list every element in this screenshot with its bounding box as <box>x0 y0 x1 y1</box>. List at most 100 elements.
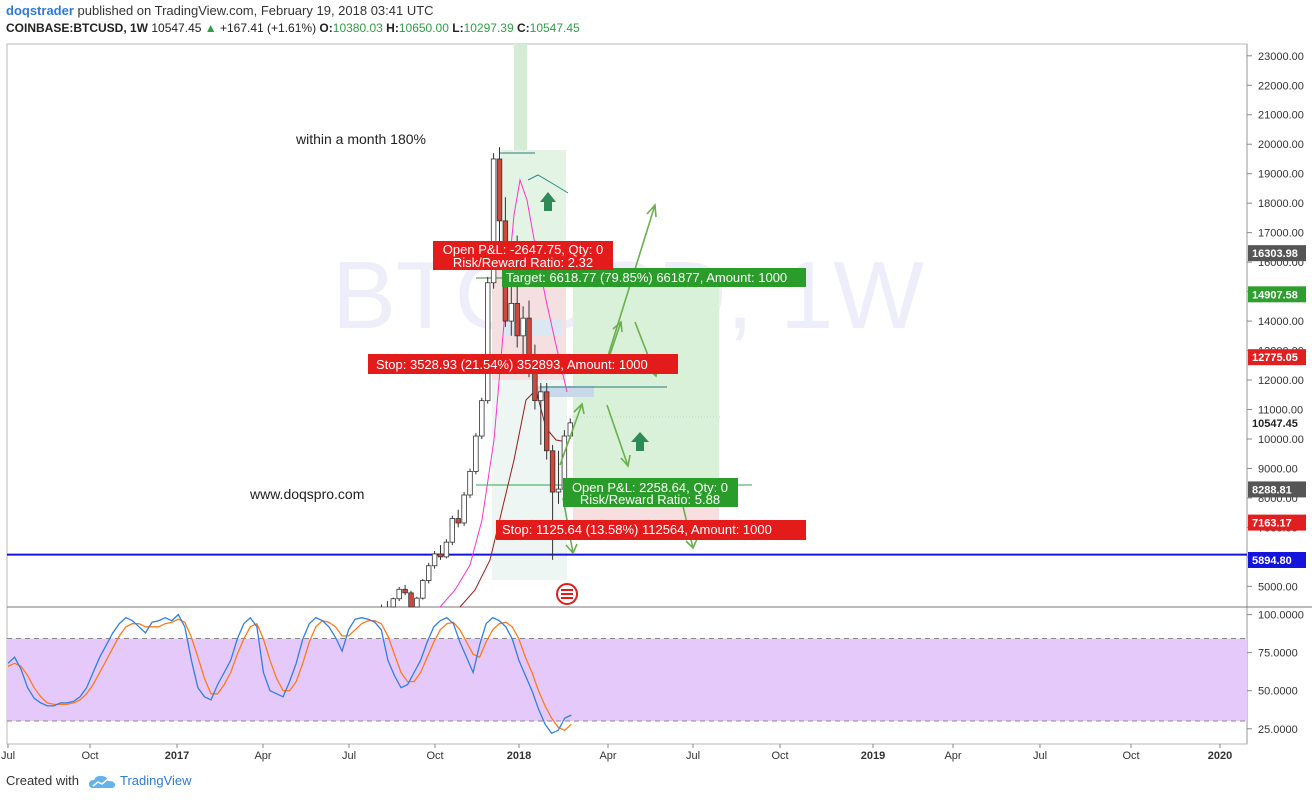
close-value: 10547.45 <box>529 21 580 35</box>
long-stop-label[interactable]: Stop: 1125.64 (13.58%) 112564, Amount: 1… <box>502 522 772 537</box>
up-arrow-icon <box>631 432 649 451</box>
author-name[interactable]: doqstrader <box>6 3 74 18</box>
time-tick-label: Jul <box>342 750 356 762</box>
price-tick-label: 17000.00 <box>1258 228 1304 240</box>
price-tick-label: 5000.00 <box>1258 581 1298 593</box>
flag-stripe <box>561 597 573 599</box>
short-rr[interactable]: Risk/Reward Ratio: 2.32 <box>453 255 593 270</box>
price-tick-label: 19000.00 <box>1258 169 1304 181</box>
ma-slow-line <box>459 389 568 608</box>
candle-body <box>425 565 432 581</box>
price-tick-label: 23000.00 <box>1258 51 1304 63</box>
price-label: 5894.80 <box>1252 555 1292 567</box>
price-label-bg <box>1248 481 1306 498</box>
time-tick-label: Apr <box>944 750 961 762</box>
candle-body <box>455 518 461 524</box>
open-label: O: <box>319 21 333 35</box>
symbol-bar: COINBASE:BTCUSD, 1W 10547.45 ▲ +167.41 (… <box>6 21 580 35</box>
time-tick-label: Jul <box>1033 750 1047 762</box>
candle-body <box>544 391 550 452</box>
price-tick-label: 11000.00 <box>1258 405 1303 417</box>
price-change: +167.41 (+1.61%) <box>220 21 317 35</box>
range-highlight <box>536 386 594 397</box>
tradingview-cloud-icon <box>88 775 115 788</box>
candle-body <box>402 588 408 594</box>
candle-body <box>443 541 450 558</box>
time-tick-label: 2019 <box>861 750 885 762</box>
candle-body <box>508 302 514 322</box>
time-tick-label: Oct <box>771 750 788 762</box>
price-label: 8288.81 <box>1252 484 1292 496</box>
candle-body <box>414 597 420 608</box>
price-label: 16303.98 <box>1252 248 1298 260</box>
candle-body <box>437 553 444 558</box>
long-open-pl[interactable]: Open P&L: 2258.64, Qty: 0 <box>572 480 728 495</box>
flag-stripe <box>561 589 573 591</box>
created-with-text: Created with <box>6 773 79 788</box>
short-target-label[interactable]: Target: 6618.77 (79.85%) 661877, Amount:… <box>506 270 787 285</box>
band-line <box>527 174 569 194</box>
high-label: H: <box>386 21 399 35</box>
tradingview-brand[interactable]: TradingView <box>120 773 192 788</box>
short-trail-box <box>492 380 567 580</box>
close-label: C: <box>516 21 530 35</box>
ma-fast-line <box>439 178 568 608</box>
candle-body <box>390 598 396 608</box>
candle-body <box>431 553 438 567</box>
candle-body <box>473 435 479 472</box>
price-tick-label: 14000.00 <box>1258 316 1304 328</box>
candle-body <box>484 282 491 402</box>
price-label: 12775.05 <box>1252 352 1298 364</box>
long-stop-label-bg <box>496 520 806 540</box>
price-tick-label: 9000.00 <box>1258 463 1298 475</box>
price-tick-label: 22000.00 <box>1258 80 1304 92</box>
annotation-within-month[interactable]: within a month 180% <box>295 131 426 147</box>
footer: Created with TradingView <box>6 773 192 789</box>
candle-body <box>479 400 485 437</box>
price-label: 10547.45 <box>1252 418 1298 430</box>
price-label-bg <box>1248 514 1306 531</box>
candle-body <box>555 488 562 493</box>
price-label-bg <box>1248 414 1306 431</box>
stoch-band <box>7 638 1247 721</box>
candle-body <box>408 592 414 608</box>
publish-date: published on TradingView.com, February 1… <box>77 3 434 18</box>
open-value: 10380.03 <box>332 21 383 35</box>
flag-stripe <box>561 593 573 595</box>
candle-body <box>549 450 556 493</box>
time-tick-label: 2017 <box>165 750 189 762</box>
price-label: 14907.58 <box>1252 289 1298 301</box>
short-target-zone <box>514 44 527 159</box>
low-value: 10297.39 <box>463 21 514 35</box>
short-target-label-bg <box>502 268 806 287</box>
low-label: L: <box>452 21 464 35</box>
price-tick-label: 18000.00 <box>1258 198 1304 210</box>
price-label-bg <box>1248 349 1306 366</box>
long-rr[interactable]: Risk/Reward Ratio: 5.88 <box>580 492 720 507</box>
last-price: 10547.45 <box>151 21 202 35</box>
chart-canvas[interactable]: BTCUSD, 1W BTC/USD within a month 180% w… <box>0 0 1312 770</box>
annotation-website[interactable]: www.doqspro.com <box>249 486 364 502</box>
short-stop-label-bg <box>368 354 678 374</box>
candle-body <box>514 302 520 337</box>
long-pl-box <box>563 478 738 507</box>
time-tick-label: 2020 <box>1208 750 1232 762</box>
price-label: 7163.17 <box>1252 518 1292 530</box>
short-open-pl[interactable]: Open P&L: -2647.75, Qty: 0 <box>443 242 603 257</box>
candle-body <box>461 494 467 524</box>
time-tick-label: Oct <box>1122 750 1139 762</box>
time-tick-label: Oct <box>426 750 443 762</box>
candle-body <box>520 317 526 337</box>
short-stop-label[interactable]: Stop: 3528.93 (21.54%) 352893, Amount: 1… <box>376 357 648 372</box>
stoch-axis-labels: 25.0000 50.0000 75.0000 100.0000 <box>1247 610 1304 736</box>
up-arrow-icon <box>540 192 556 211</box>
price-axis-ticks <box>1247 55 1252 587</box>
price-tick-label: 12000.00 <box>1258 375 1304 387</box>
candle-body <box>490 158 497 284</box>
candle-body <box>496 158 503 222</box>
stoch-tick-label: 25.0000 <box>1258 724 1298 736</box>
candle-body <box>538 391 544 402</box>
stoch-tick-label: 75.0000 <box>1258 648 1298 660</box>
candle-body <box>396 588 402 600</box>
high-value: 10650.00 <box>398 21 449 35</box>
